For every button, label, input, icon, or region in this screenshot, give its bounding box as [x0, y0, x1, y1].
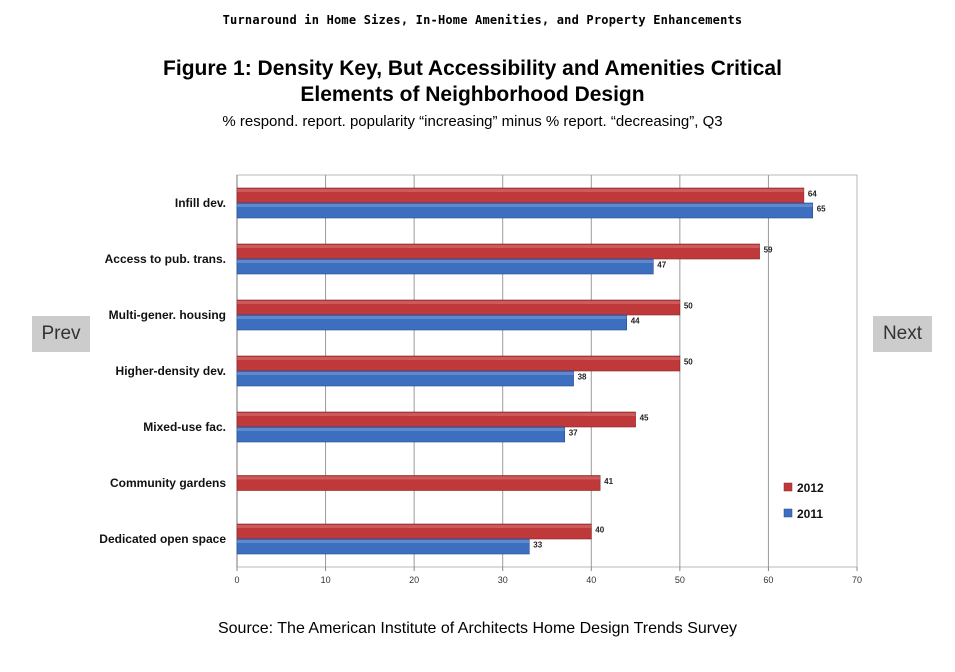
bar-2011	[236, 370, 574, 387]
data-label: 47	[657, 261, 666, 270]
x-tick-label: 10	[321, 575, 331, 585]
bar-2011	[236, 202, 814, 219]
legend: 2012 2011	[783, 481, 824, 521]
legend-label-2011: 2011	[797, 507, 823, 521]
figure-subtitle: % respond. report. popularity “increasin…	[222, 113, 723, 130]
bar-highlight	[237, 357, 680, 360]
data-label: 40	[595, 526, 604, 535]
figure-title: Figure 1: Density Key, But Accessibility…	[0, 56, 945, 108]
bar-highlight	[237, 301, 680, 304]
data-label: 41	[604, 477, 613, 486]
bars	[236, 187, 814, 555]
figure-title-line-2: Elements of Neighborhood Design	[300, 83, 645, 106]
data-label: 33	[533, 541, 542, 550]
bar-2011	[236, 314, 628, 331]
bar-highlight	[237, 316, 627, 319]
report-title: Turnaround in Home Sizes, In-Home Amenit…	[222, 13, 743, 27]
category-label: Mixed-use fac.	[143, 420, 226, 434]
x-tick-label: 60	[763, 575, 773, 585]
bar-highlight	[237, 476, 601, 480]
x-tick-label: 20	[409, 575, 419, 585]
category-label: Dedicated open space	[99, 532, 226, 546]
bar-highlight	[237, 245, 760, 248]
bar-highlight	[237, 204, 813, 207]
data-label: 64	[808, 190, 817, 199]
bar-2012	[236, 475, 601, 491]
x-tick-label: 30	[498, 575, 508, 585]
x-tick-label: 70	[852, 575, 862, 585]
data-label: 44	[631, 317, 640, 326]
x-tick-label: 50	[675, 575, 685, 585]
category-label: Community gardens	[110, 476, 226, 490]
bar-highlight	[237, 372, 574, 375]
data-label: 37	[569, 429, 578, 438]
prev-button[interactable]: Prev	[32, 316, 90, 352]
bar-highlight	[237, 525, 592, 528]
bar-highlight	[237, 540, 530, 543]
category-label: Access to pub. trans.	[105, 252, 226, 266]
data-label: 50	[684, 302, 693, 311]
data-label: 45	[640, 414, 649, 423]
bar-2011	[236, 426, 566, 443]
category-label: Infill dev.	[175, 196, 226, 210]
figure-title-line-1: Figure 1: Density Key, But Accessibility…	[163, 57, 782, 80]
bar-2011	[236, 258, 654, 275]
bar-highlight	[237, 413, 636, 416]
bar-highlight	[237, 260, 654, 263]
data-label: 38	[578, 373, 587, 382]
legend-swatch-2012	[783, 482, 793, 492]
legend-label-2012: 2012	[797, 481, 824, 495]
data-label: 59	[764, 246, 773, 255]
bar-highlight	[237, 428, 565, 431]
category-label: Multi-gener. housing	[109, 308, 226, 322]
x-tick-label: 40	[586, 575, 596, 585]
next-button[interactable]: Next	[873, 316, 932, 352]
bar-highlight	[237, 189, 804, 192]
bar-2011	[236, 538, 530, 555]
legend-swatch-2011	[783, 508, 793, 518]
data-label: 50	[684, 358, 693, 367]
category-label: Higher-density dev.	[116, 364, 226, 378]
data-label: 65	[817, 205, 826, 214]
x-tick-label: 0	[234, 575, 239, 585]
source-note: Source: The American Institute of Archit…	[217, 620, 738, 637]
